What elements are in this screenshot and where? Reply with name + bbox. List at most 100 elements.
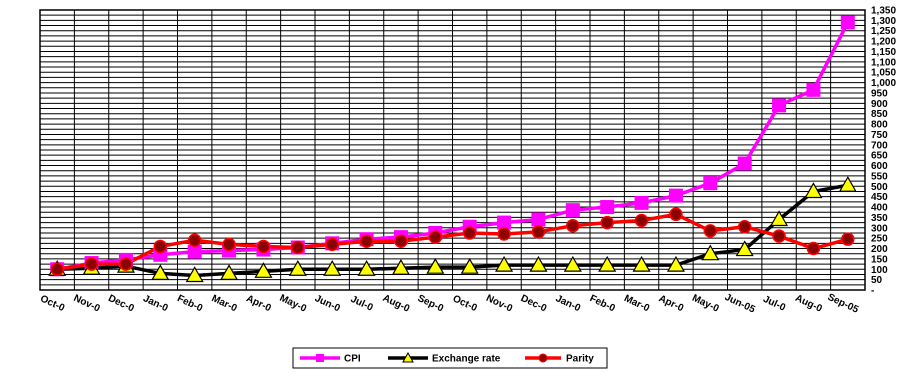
x-tick-label: Apr-0 bbox=[244, 293, 273, 314]
exchange-rate-point bbox=[220, 264, 239, 281]
x-tick-label: Nov-0 bbox=[484, 293, 514, 315]
x-tick-label: Aug-0 bbox=[381, 293, 412, 315]
x-tick-label: Jan-0 bbox=[554, 293, 583, 314]
y-tick-label: - bbox=[871, 286, 874, 297]
parity-point bbox=[187, 233, 202, 247]
x-tick-label: Sep-0 bbox=[416, 293, 446, 315]
y-tick-label: 300 bbox=[871, 223, 888, 234]
exchange-rate-point bbox=[804, 182, 823, 199]
legend: CPI Exchange rate Parity bbox=[292, 347, 608, 369]
x-tick-label: Feb-0 bbox=[175, 293, 204, 314]
y-tick-label: 900 bbox=[871, 99, 888, 110]
parity-point bbox=[84, 257, 99, 271]
y-tick-label: 50 bbox=[871, 275, 883, 286]
cpi-point bbox=[806, 82, 821, 97]
x-tick-label: Feb-0 bbox=[588, 293, 617, 314]
exchange-rate-point bbox=[598, 255, 617, 272]
exchange-rate-point bbox=[838, 176, 857, 192]
y-tick-label: 450 bbox=[871, 192, 888, 203]
parity-point bbox=[119, 257, 133, 271]
legend-box bbox=[292, 347, 608, 369]
y-tick-label: 1,350 bbox=[871, 6, 896, 17]
cpi-point bbox=[668, 188, 683, 203]
y-tick-label: 1,050 bbox=[871, 68, 896, 79]
y-tick-label: 100 bbox=[871, 265, 888, 276]
exchange-rate-point bbox=[495, 255, 514, 272]
series-line bbox=[57, 183, 849, 278]
parity-point bbox=[497, 227, 511, 241]
x-tick-label: Apr-0 bbox=[657, 293, 686, 314]
x-tick-label: Mar-0 bbox=[622, 293, 651, 314]
y-tick-label: 800 bbox=[871, 120, 888, 131]
parity-point bbox=[634, 213, 649, 228]
cpi-point bbox=[187, 244, 202, 259]
legend-marker bbox=[316, 354, 324, 362]
y-tick-label: 200 bbox=[871, 244, 888, 255]
cpi-point bbox=[531, 212, 546, 227]
parity-point bbox=[806, 241, 821, 256]
gridlines bbox=[39, 9, 866, 291]
parity-point bbox=[772, 229, 786, 243]
x-tick-label: Dec-0 bbox=[106, 293, 136, 315]
parity-point bbox=[737, 219, 752, 234]
y-tick-label: 600 bbox=[871, 161, 888, 172]
y-tick-label: 350 bbox=[871, 213, 888, 224]
y-tick-label: 650 bbox=[871, 151, 888, 162]
cpi-point bbox=[565, 203, 580, 218]
y-tick-label: 700 bbox=[871, 140, 888, 151]
parity-point bbox=[703, 224, 718, 238]
y-axis-ticks: 1,3501,3001,2501,2001,1501,1001,0501,000… bbox=[871, 6, 896, 297]
exchange-rate-point bbox=[632, 255, 651, 272]
x-tick-label: Mar-0 bbox=[210, 293, 239, 314]
cpi-point bbox=[634, 195, 649, 210]
exchange-rate-point bbox=[460, 257, 479, 274]
exchange-rate-point bbox=[770, 210, 789, 227]
parity-point bbox=[256, 239, 271, 254]
x-tick-label: Oct-0 bbox=[38, 293, 66, 314]
exchange-rate-point bbox=[254, 262, 273, 278]
exchange-rate-point bbox=[666, 255, 685, 272]
parity-point bbox=[841, 232, 855, 246]
exchange-rate-point bbox=[323, 260, 342, 276]
series-group bbox=[48, 15, 857, 283]
exchange-rate-point bbox=[391, 259, 410, 275]
parity-point bbox=[153, 239, 168, 254]
x-tick-label: Jun-05 bbox=[723, 292, 757, 316]
exchange-rate-point bbox=[563, 255, 582, 272]
parity-point bbox=[291, 240, 305, 255]
y-tick-label: 1,250 bbox=[871, 26, 896, 37]
exchange-rate-point bbox=[357, 260, 376, 276]
x-tick-label: Jun-0 bbox=[313, 293, 342, 314]
y-tick-label: 550 bbox=[871, 171, 888, 182]
parity-point bbox=[531, 225, 546, 239]
legend-marker bbox=[402, 351, 414, 363]
cpi-point bbox=[772, 98, 787, 113]
parity-point bbox=[394, 234, 408, 249]
x-tick-label: May-0 bbox=[690, 293, 721, 315]
legend-label: Parity bbox=[566, 354, 594, 365]
exchange-rate-point bbox=[426, 257, 445, 274]
y-tick-label: 1,000 bbox=[871, 78, 896, 89]
exchange-rate-point bbox=[288, 260, 307, 276]
plot-border bbox=[39, 9, 866, 291]
cpi-point bbox=[703, 176, 718, 191]
x-tick-label: Oct-0 bbox=[451, 293, 479, 314]
parity-point bbox=[50, 262, 64, 277]
x-tick-label: Nov-0 bbox=[72, 293, 102, 315]
legend-label: Exchange rate bbox=[432, 354, 501, 365]
y-tick-label: 950 bbox=[871, 88, 888, 99]
parity-point bbox=[462, 226, 477, 240]
x-tick-label: Jul-0 bbox=[349, 294, 375, 314]
parity-point bbox=[600, 215, 614, 230]
cpi-point bbox=[497, 215, 512, 230]
exchange-rate-point bbox=[735, 240, 754, 257]
parity-point bbox=[325, 237, 339, 252]
parity-point bbox=[669, 207, 683, 222]
cpi-point bbox=[840, 15, 855, 30]
y-tick-label: 150 bbox=[871, 254, 888, 265]
x-tick-label: Jan-0 bbox=[141, 293, 170, 314]
cpi-point bbox=[737, 156, 752, 171]
parity-point bbox=[359, 234, 374, 249]
y-tick-label: 750 bbox=[871, 130, 888, 141]
